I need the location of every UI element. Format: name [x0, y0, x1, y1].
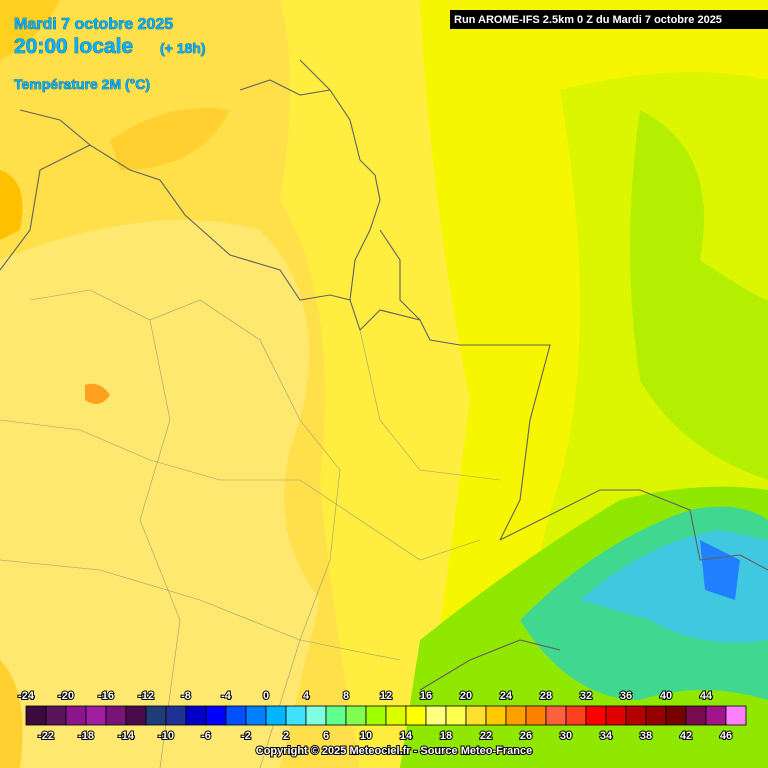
legend-label: 6: [323, 730, 329, 742]
legend-swatch: [705, 705, 727, 726]
legend-label: 18: [440, 730, 452, 742]
legend-label: 2: [283, 730, 289, 742]
legend-swatch: [305, 705, 327, 726]
legend-swatch: [525, 705, 547, 726]
legend-label: 20: [460, 690, 472, 702]
borders: [0, 59, 768, 691]
legend-label: 10: [360, 730, 372, 742]
legend-label: 24: [500, 690, 513, 702]
legend-swatch: [265, 705, 287, 726]
legend-label: 8: [343, 690, 349, 702]
copyright: Copyright © 2025 Meteociel.fr - Source M…: [256, 745, 532, 757]
legend-label: 44: [700, 690, 713, 702]
legend-swatch: [45, 705, 67, 726]
legend-swatch: [65, 705, 87, 726]
legend-label: -16: [98, 690, 114, 702]
legend-swatch: [725, 705, 747, 726]
legend-swatch: [365, 705, 387, 726]
legend-label: -24: [18, 690, 35, 702]
legend-label: 32: [580, 690, 592, 702]
legend-swatch: [565, 705, 587, 726]
date: Mardi 7 octobre 2025: [14, 16, 173, 33]
legend-swatch: [685, 705, 707, 726]
legend-label: 4: [303, 690, 310, 702]
legend-label: 34: [600, 730, 613, 742]
legend-swatch: [25, 705, 47, 726]
legend-label: 12: [380, 690, 392, 702]
legend-swatch: [405, 705, 427, 726]
legend-label: 0: [263, 690, 269, 702]
legend-swatch: [345, 705, 367, 726]
legend-label: 30: [560, 730, 572, 742]
legend-label: -10: [158, 730, 174, 742]
legend-label: -14: [118, 730, 135, 742]
run-info: Run AROME-IFS 2.5km 0 Z du Mardi 7 octob…: [454, 14, 722, 26]
legend-swatch: [505, 705, 527, 726]
legend-label: 36: [620, 690, 632, 702]
legend-swatch: [445, 705, 467, 726]
legend-swatch: [185, 705, 207, 726]
legend-label: 14: [400, 730, 413, 742]
legend-label: 38: [640, 730, 652, 742]
legend-label: -12: [138, 690, 154, 702]
legend-label: -18: [78, 730, 94, 742]
legend-label: -8: [181, 690, 191, 702]
legend-label: 26: [520, 730, 532, 742]
legend-swatch: [665, 705, 687, 726]
regional-borders: [0, 289, 501, 768]
legend-label: 16: [420, 690, 432, 702]
lead-time: (+ 18h): [160, 40, 206, 56]
legend-label: -4: [221, 690, 232, 702]
legend-label: -20: [58, 690, 74, 702]
legend-swatch: [145, 705, 167, 726]
legend-label: -6: [201, 730, 211, 742]
legend-swatch: [545, 705, 567, 726]
legend-label: 46: [720, 730, 732, 742]
legend-swatch: [425, 705, 447, 726]
legend-swatch: [605, 705, 627, 726]
legend-swatch: [205, 705, 227, 726]
legend-swatch: [225, 705, 247, 726]
legend-swatch: [285, 705, 307, 726]
legend-label: -22: [38, 730, 54, 742]
legend-swatch: [585, 705, 607, 726]
legend-swatch: [105, 705, 127, 726]
run-box: [450, 10, 768, 29]
legend-label: 22: [480, 730, 492, 742]
legend-swatch: [245, 705, 267, 726]
legend-swatch: [385, 705, 407, 726]
legend-label: 40: [660, 690, 672, 702]
color-legend: -24-22-20-18-16-14-12-10-8-6-4-202468101…: [17, 689, 747, 743]
legend-swatch: [165, 705, 187, 726]
valid-time: 20:00 locale: [14, 35, 133, 58]
legend-swatch: [645, 705, 667, 726]
legend-swatch: [325, 705, 347, 726]
parameter: Température 2M (°C): [14, 76, 150, 92]
legend-swatch: [125, 705, 147, 726]
legend-swatch: [485, 705, 507, 726]
legend-swatch: [625, 705, 647, 726]
legend-label: 42: [680, 730, 692, 742]
legend-swatch: [85, 705, 107, 726]
legend-swatch: [465, 705, 487, 726]
legend-label: 28: [540, 690, 552, 702]
legend-label: -2: [241, 730, 251, 742]
